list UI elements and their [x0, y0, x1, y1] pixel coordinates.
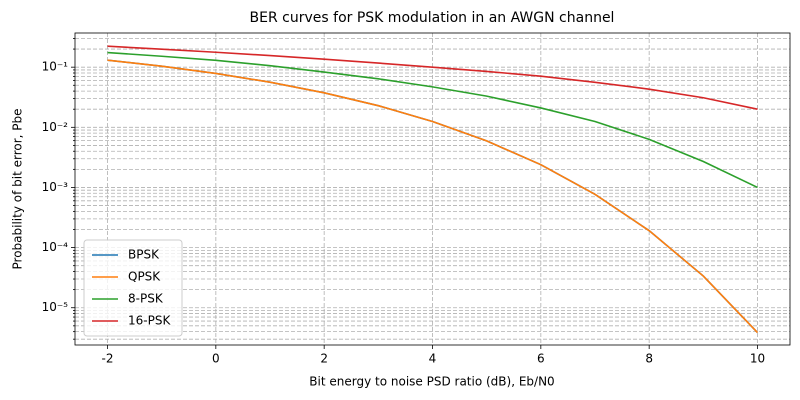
- series-line: [107, 45, 758, 110]
- legend-label: BPSK: [128, 248, 160, 262]
- y-tick-label: 10⁻⁵: [42, 300, 69, 314]
- x-tick-label: 8: [645, 352, 653, 366]
- plot-frame: [74, 32, 791, 346]
- x-tick-label: 4: [429, 352, 437, 366]
- y-tick-label: 10⁻⁴: [42, 240, 69, 254]
- x-axis-label: Bit energy to noise PSD ratio (dB), Eb/N…: [309, 375, 554, 389]
- legend-box: [83, 239, 183, 337]
- legend-label: 16-PSK: [128, 314, 171, 328]
- series-line: [107, 59, 759, 334]
- x-tick-label: 10: [750, 352, 765, 366]
- chart-title: BER curves for PSK modulation in an AWGN…: [250, 10, 615, 26]
- y-tick-label: 10⁻³: [42, 180, 69, 194]
- y-tick-label: 10⁻¹: [42, 60, 69, 74]
- series-line: [107, 51, 758, 189]
- legend-label: QPSK: [128, 270, 161, 284]
- y-tick-label: 10⁻²: [42, 120, 69, 134]
- x-tick-label: 2: [320, 352, 328, 366]
- x-tick-label: 6: [537, 352, 545, 366]
- x-tick-label: 0: [212, 352, 220, 366]
- x-tick-label: -2: [102, 352, 114, 366]
- y-axis-label: Probability of bit error, Pbe: [11, 108, 25, 269]
- legend: BPSK QPSK 8-PSK 16-PSK: [83, 239, 183, 337]
- legend-label: 8-PSK: [128, 292, 164, 306]
